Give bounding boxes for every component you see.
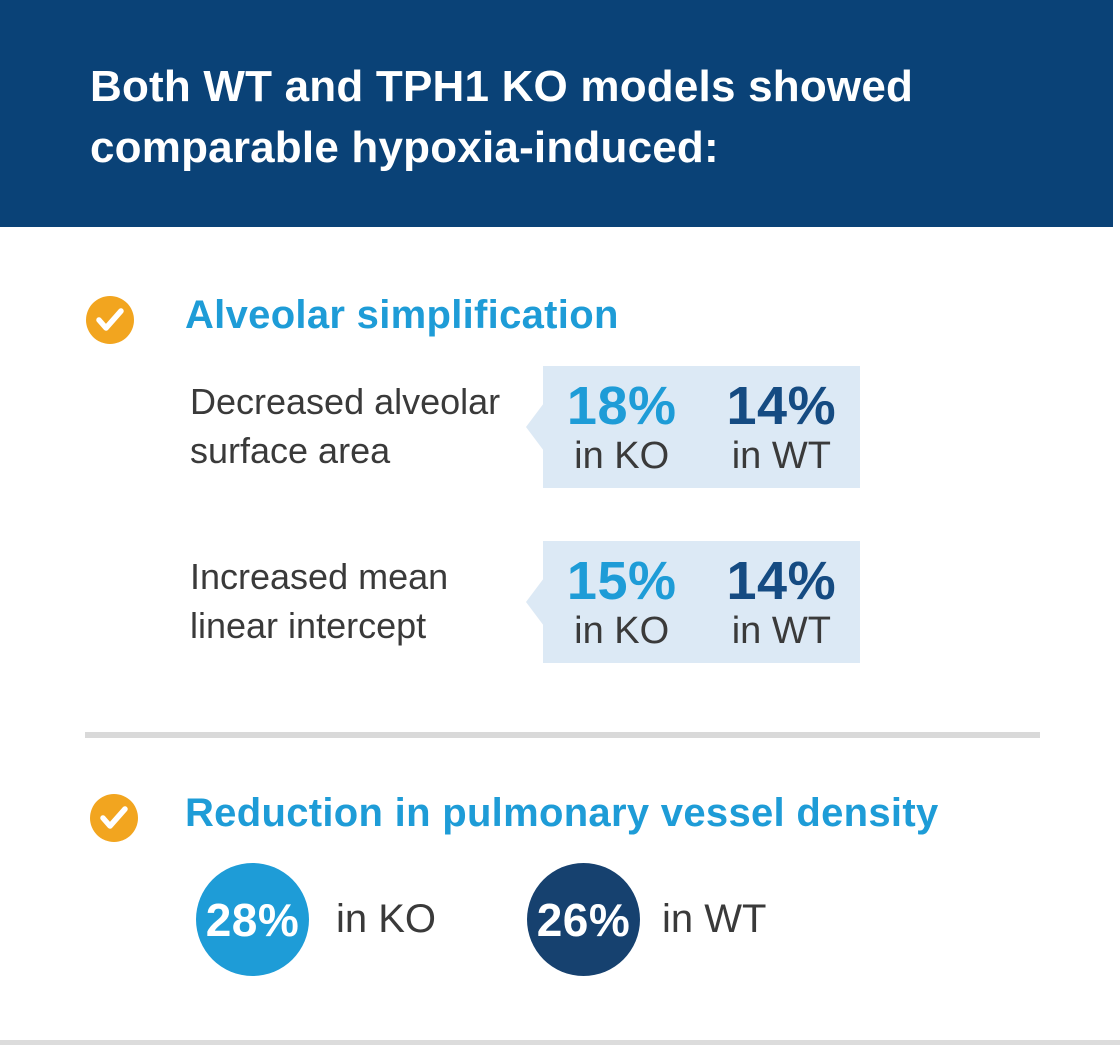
row2-wt-stat: 14% in WT xyxy=(727,553,837,651)
row1-wt-stat: 14% in WT xyxy=(727,378,837,476)
section-divider xyxy=(85,732,1040,738)
check-icon xyxy=(100,806,128,829)
row1-callout-box: 18% in KO 14% in WT xyxy=(543,366,860,488)
row2-label-line2: linear intercept xyxy=(190,605,427,646)
row2-label: Increased mean linear intercept xyxy=(190,552,448,650)
row1-ko-label: in KO xyxy=(574,435,670,477)
bottom-rule xyxy=(0,1040,1120,1045)
row1-label-line1: Decreased alveolar xyxy=(190,381,501,422)
header-title-line1: Both WT and TPH1 KO models showed xyxy=(90,62,914,111)
section1-heading: Alveolar simplification xyxy=(185,293,619,337)
ko-circle-label: in KO xyxy=(336,897,437,941)
row1-wt-label: in WT xyxy=(731,435,831,477)
row2-ko-value: 15% xyxy=(566,551,677,611)
header-title-line2: comparable hypoxia-induced: xyxy=(90,123,719,172)
ko-percent-value: 28% xyxy=(205,893,300,946)
row2-ko-label: in KO xyxy=(574,610,670,652)
row1-label: Decreased alveolar surface area xyxy=(190,377,500,475)
wt-percent-value: 26% xyxy=(536,893,631,946)
row2-wt-value: 14% xyxy=(726,551,837,611)
row1-label-line2: surface area xyxy=(190,430,391,471)
checkmark-icon xyxy=(90,794,138,842)
wt-percent-circle: 26% xyxy=(527,863,640,976)
row2-callout-box: 15% in KO 14% in WT xyxy=(543,541,860,663)
row1-wt-value: 14% xyxy=(726,376,837,436)
check-icon xyxy=(96,308,124,331)
ko-percent-circle: 28% xyxy=(196,863,309,976)
wt-circle-label: in WT xyxy=(662,897,767,941)
row2-label-line1: Increased mean xyxy=(190,556,449,597)
header-banner: Both WT and TPH1 KO models showed compar… xyxy=(0,0,1113,227)
row1-ko-stat: 18% in KO xyxy=(567,378,677,476)
row2-ko-stat: 15% in KO xyxy=(567,553,677,651)
row1-ko-value: 18% xyxy=(566,376,677,436)
checkmark-icon xyxy=(86,296,134,344)
section2-heading: Reduction in pulmonary vessel density xyxy=(185,791,939,835)
row2-wt-label: in WT xyxy=(731,610,831,652)
